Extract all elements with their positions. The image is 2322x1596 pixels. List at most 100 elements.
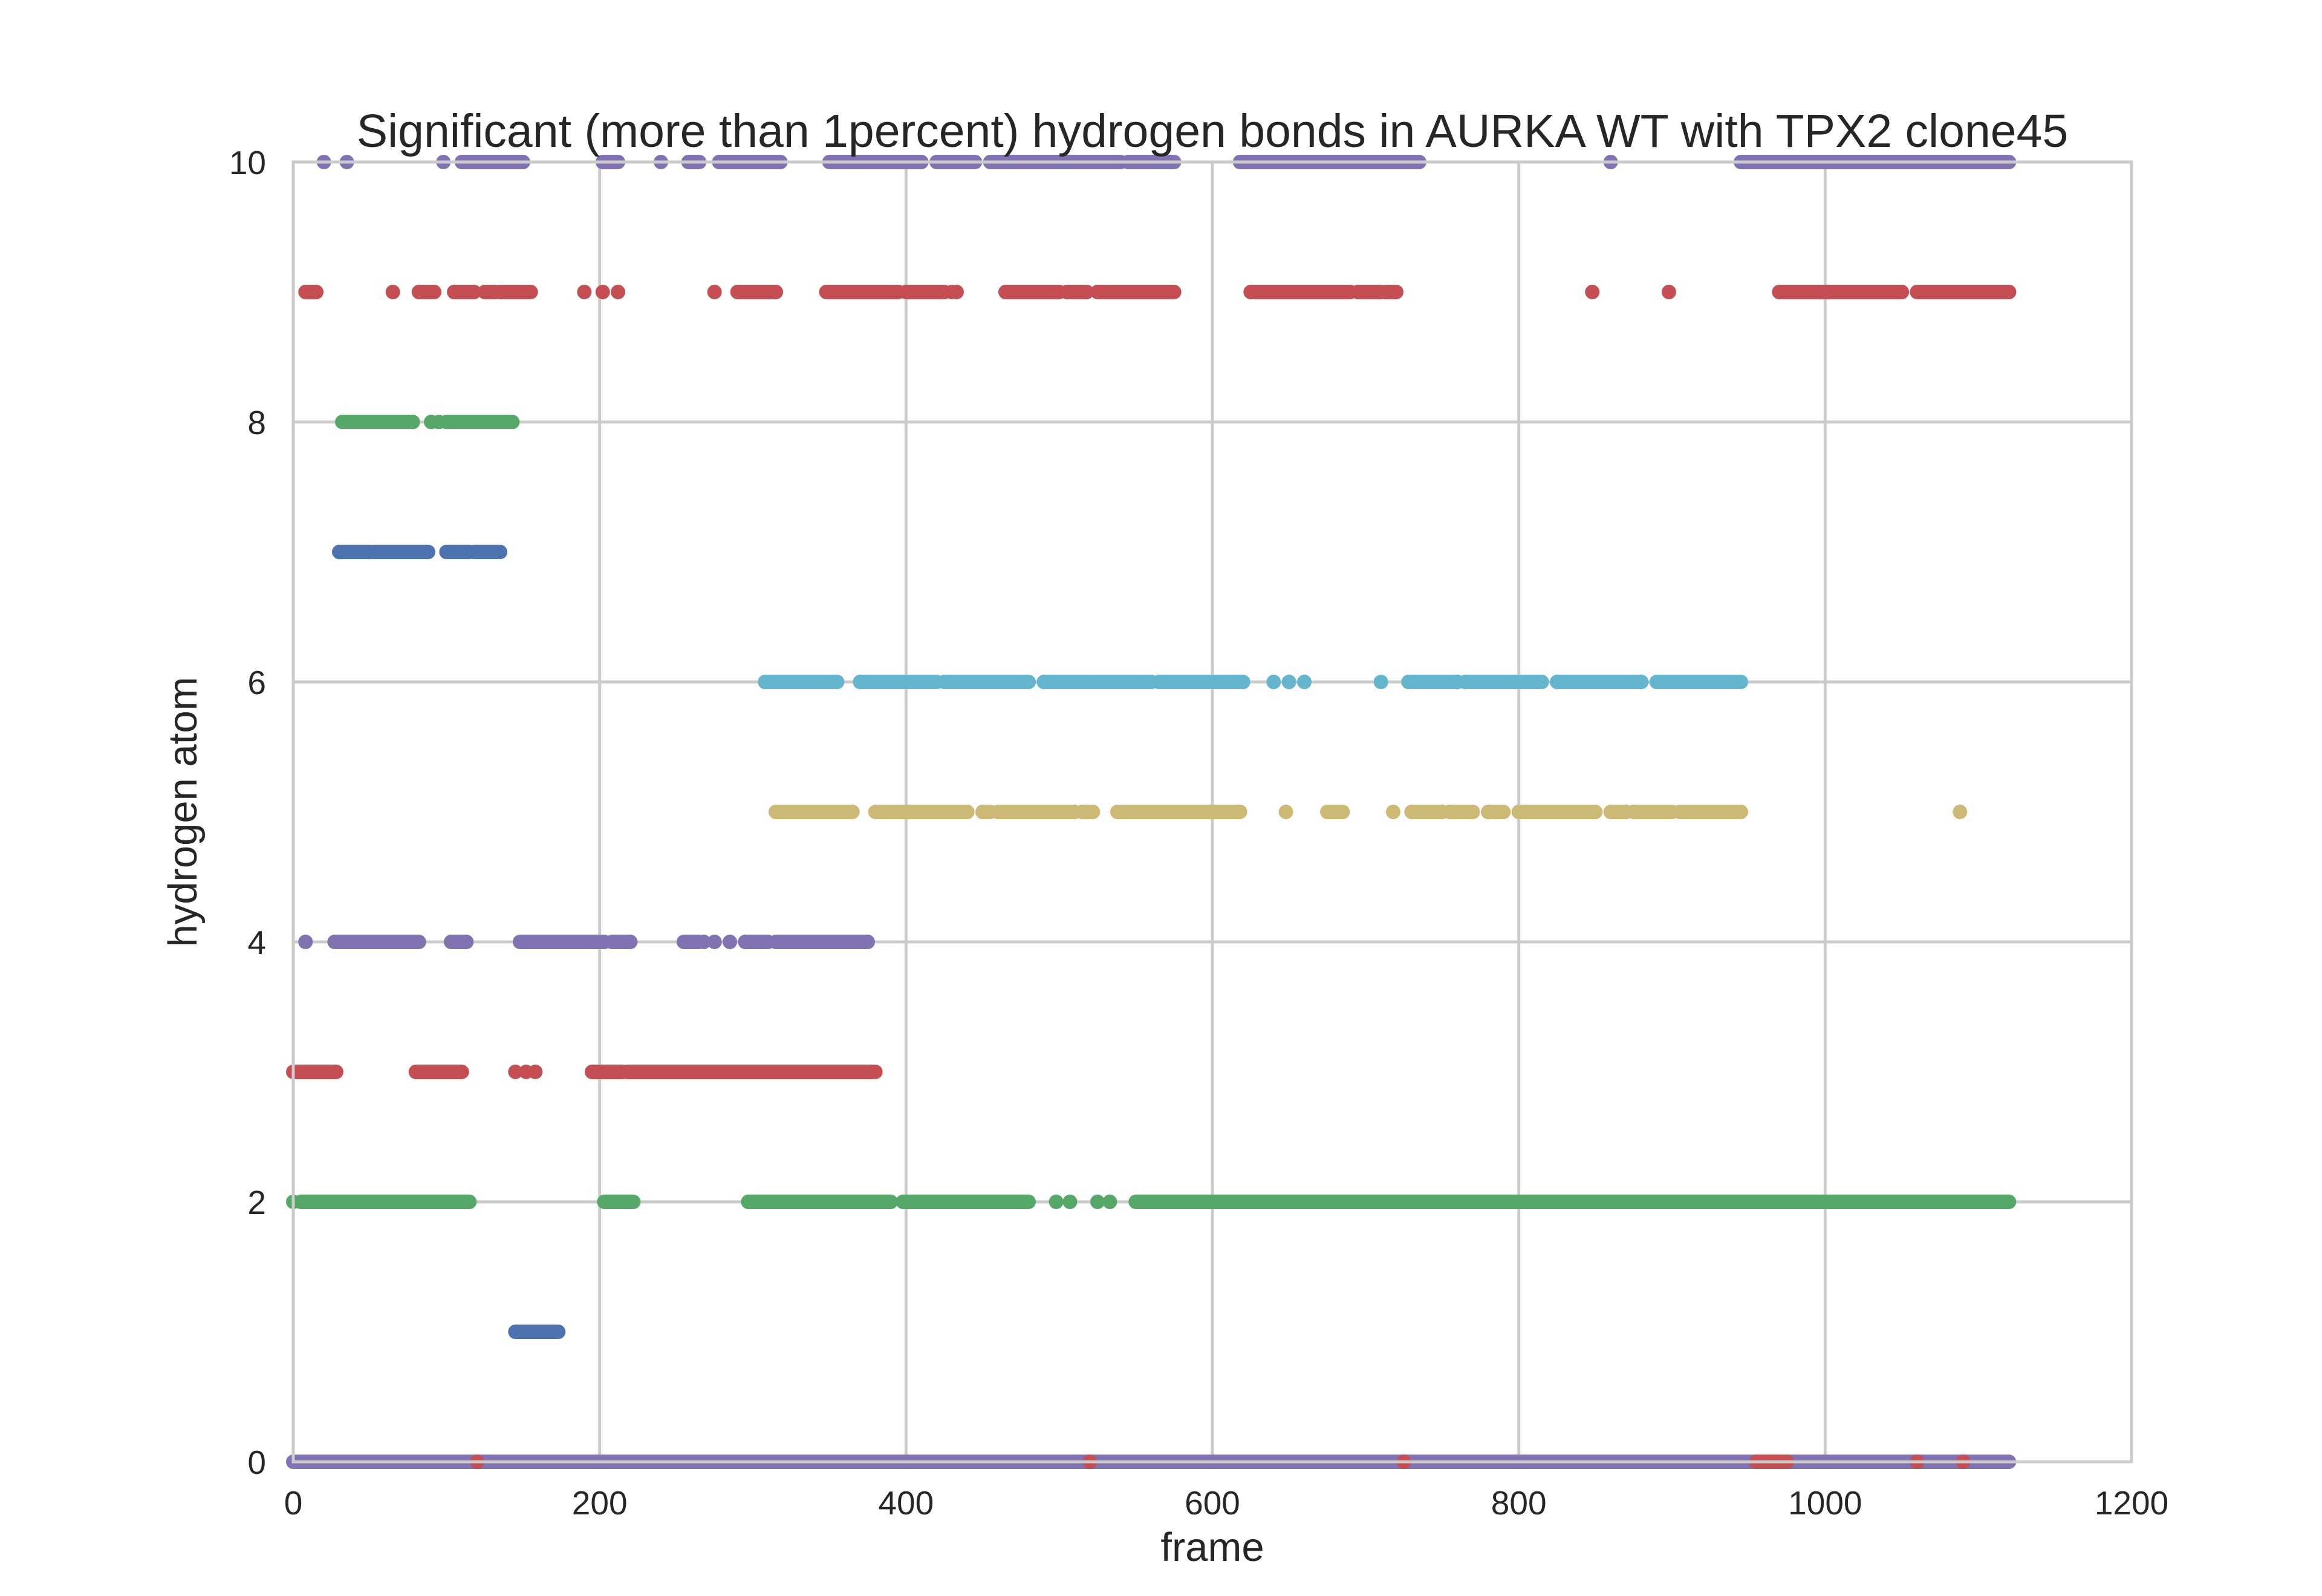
data-point <box>611 285 626 299</box>
series-blue-y1 <box>508 1325 566 1339</box>
data-point-run <box>1350 285 1388 299</box>
data-point-run <box>899 285 952 299</box>
data-point <box>595 285 610 299</box>
data-point <box>696 935 711 949</box>
series-green-y2 <box>286 1195 2017 1209</box>
data-point <box>707 285 722 299</box>
data-point-run <box>365 545 435 559</box>
y-axis-label: hydrogen atom <box>160 677 206 947</box>
x-tick-label: 800 <box>1491 1484 1547 1522</box>
data-point-run <box>512 935 612 949</box>
data-point-run <box>585 1065 630 1079</box>
series-red-y0 <box>470 1455 1971 1469</box>
data-point-run <box>1481 805 1511 819</box>
data-point-run <box>1928 285 2017 299</box>
data-point-run <box>1075 805 1101 819</box>
x-axis-ticks: 0 200 400 600 800 1000 1200 <box>284 1484 2168 1522</box>
data-point-run <box>1626 805 1679 819</box>
data-point-run <box>620 1065 880 1079</box>
data-point-run <box>1511 805 1603 819</box>
data-point-run <box>990 805 1082 819</box>
data-point-run <box>604 935 638 949</box>
data-point <box>1373 675 1388 689</box>
y-axis-ticks: 0 2 4 6 8 10 <box>229 144 266 1481</box>
data-point <box>723 935 737 949</box>
data-point <box>1062 1195 1078 1209</box>
data-point <box>1585 285 1600 299</box>
x-tick-label: 1200 <box>2095 1484 2168 1522</box>
data-point-run <box>853 675 944 689</box>
data-point-run <box>1243 285 1358 299</box>
data-point-run <box>332 545 377 559</box>
y-tick-label: 8 <box>247 404 266 441</box>
data-point-run <box>1672 805 1748 819</box>
data-point <box>1953 805 1968 819</box>
data-point-run <box>1404 805 1449 819</box>
data-point <box>1297 675 1312 689</box>
data-point <box>949 285 964 299</box>
data-point-run <box>443 935 474 949</box>
data-point-run <box>408 1065 469 1079</box>
data-point-run <box>327 935 426 949</box>
x-axis-label: frame <box>1160 1525 1264 1570</box>
data-point <box>1102 1195 1117 1209</box>
data-point <box>508 1065 523 1079</box>
data-points <box>286 155 2017 1469</box>
y-tick-label: 4 <box>247 924 266 961</box>
y-tick-label: 0 <box>247 1444 266 1481</box>
data-point-run <box>1772 285 1909 299</box>
data-point-run <box>937 675 1036 689</box>
series-red-y3 <box>286 1065 883 1079</box>
y-tick-label: 2 <box>247 1184 266 1221</box>
data-point-run <box>1603 805 1633 819</box>
data-point-run <box>286 1065 343 1079</box>
chart-title: Significant (more than 1percent) hydroge… <box>357 105 2069 157</box>
data-point <box>298 935 313 949</box>
data-point <box>1894 285 1909 299</box>
data-point-run <box>1378 285 1403 299</box>
data-point-run <box>998 285 1067 299</box>
data-point-run <box>508 1325 566 1339</box>
data-point-run <box>896 1195 1036 1209</box>
data-point-run <box>439 415 520 429</box>
data-point-run <box>597 1195 641 1209</box>
data-point-run <box>1550 675 1649 689</box>
data-point-run <box>411 285 442 299</box>
data-point <box>1266 675 1281 689</box>
data-point-run <box>335 415 420 429</box>
data-point <box>1049 1195 1064 1209</box>
x-tick-label: 400 <box>878 1484 934 1522</box>
data-point <box>1661 285 1676 299</box>
y-tick-label: 10 <box>229 144 266 181</box>
data-point-run <box>1442 805 1480 819</box>
x-tick-label: 200 <box>572 1484 628 1522</box>
data-point-run <box>738 935 776 949</box>
data-point-run <box>1151 675 1250 689</box>
data-point-run <box>769 935 875 949</box>
data-point-run <box>1128 1195 2017 1209</box>
data-point-run <box>1649 675 1748 689</box>
data-point-run <box>868 805 975 819</box>
data-point-run <box>1401 675 1465 689</box>
data-point <box>1956 285 1971 299</box>
series-yellow-y5 <box>769 805 1968 819</box>
data-point-run <box>764 1195 898 1209</box>
data-point-run <box>1110 805 1247 819</box>
data-point <box>1278 805 1293 819</box>
data-point-run <box>439 545 477 559</box>
data-point <box>868 1065 883 1079</box>
data-point <box>1281 675 1296 689</box>
data-point-run <box>1059 285 1094 299</box>
y-tick-label: 6 <box>247 664 266 701</box>
data-point-run <box>1036 675 1098 689</box>
data-point-run <box>1085 675 1159 689</box>
data-point-run <box>298 285 324 299</box>
data-point <box>1385 805 1400 819</box>
plot-frame <box>291 160 2133 1464</box>
data-point-run <box>466 545 507 559</box>
data-point <box>684 935 699 949</box>
series-green-y8 <box>335 415 520 429</box>
data-point <box>1330 805 1345 819</box>
data-point-run <box>730 285 783 299</box>
data-point-run <box>819 285 906 299</box>
